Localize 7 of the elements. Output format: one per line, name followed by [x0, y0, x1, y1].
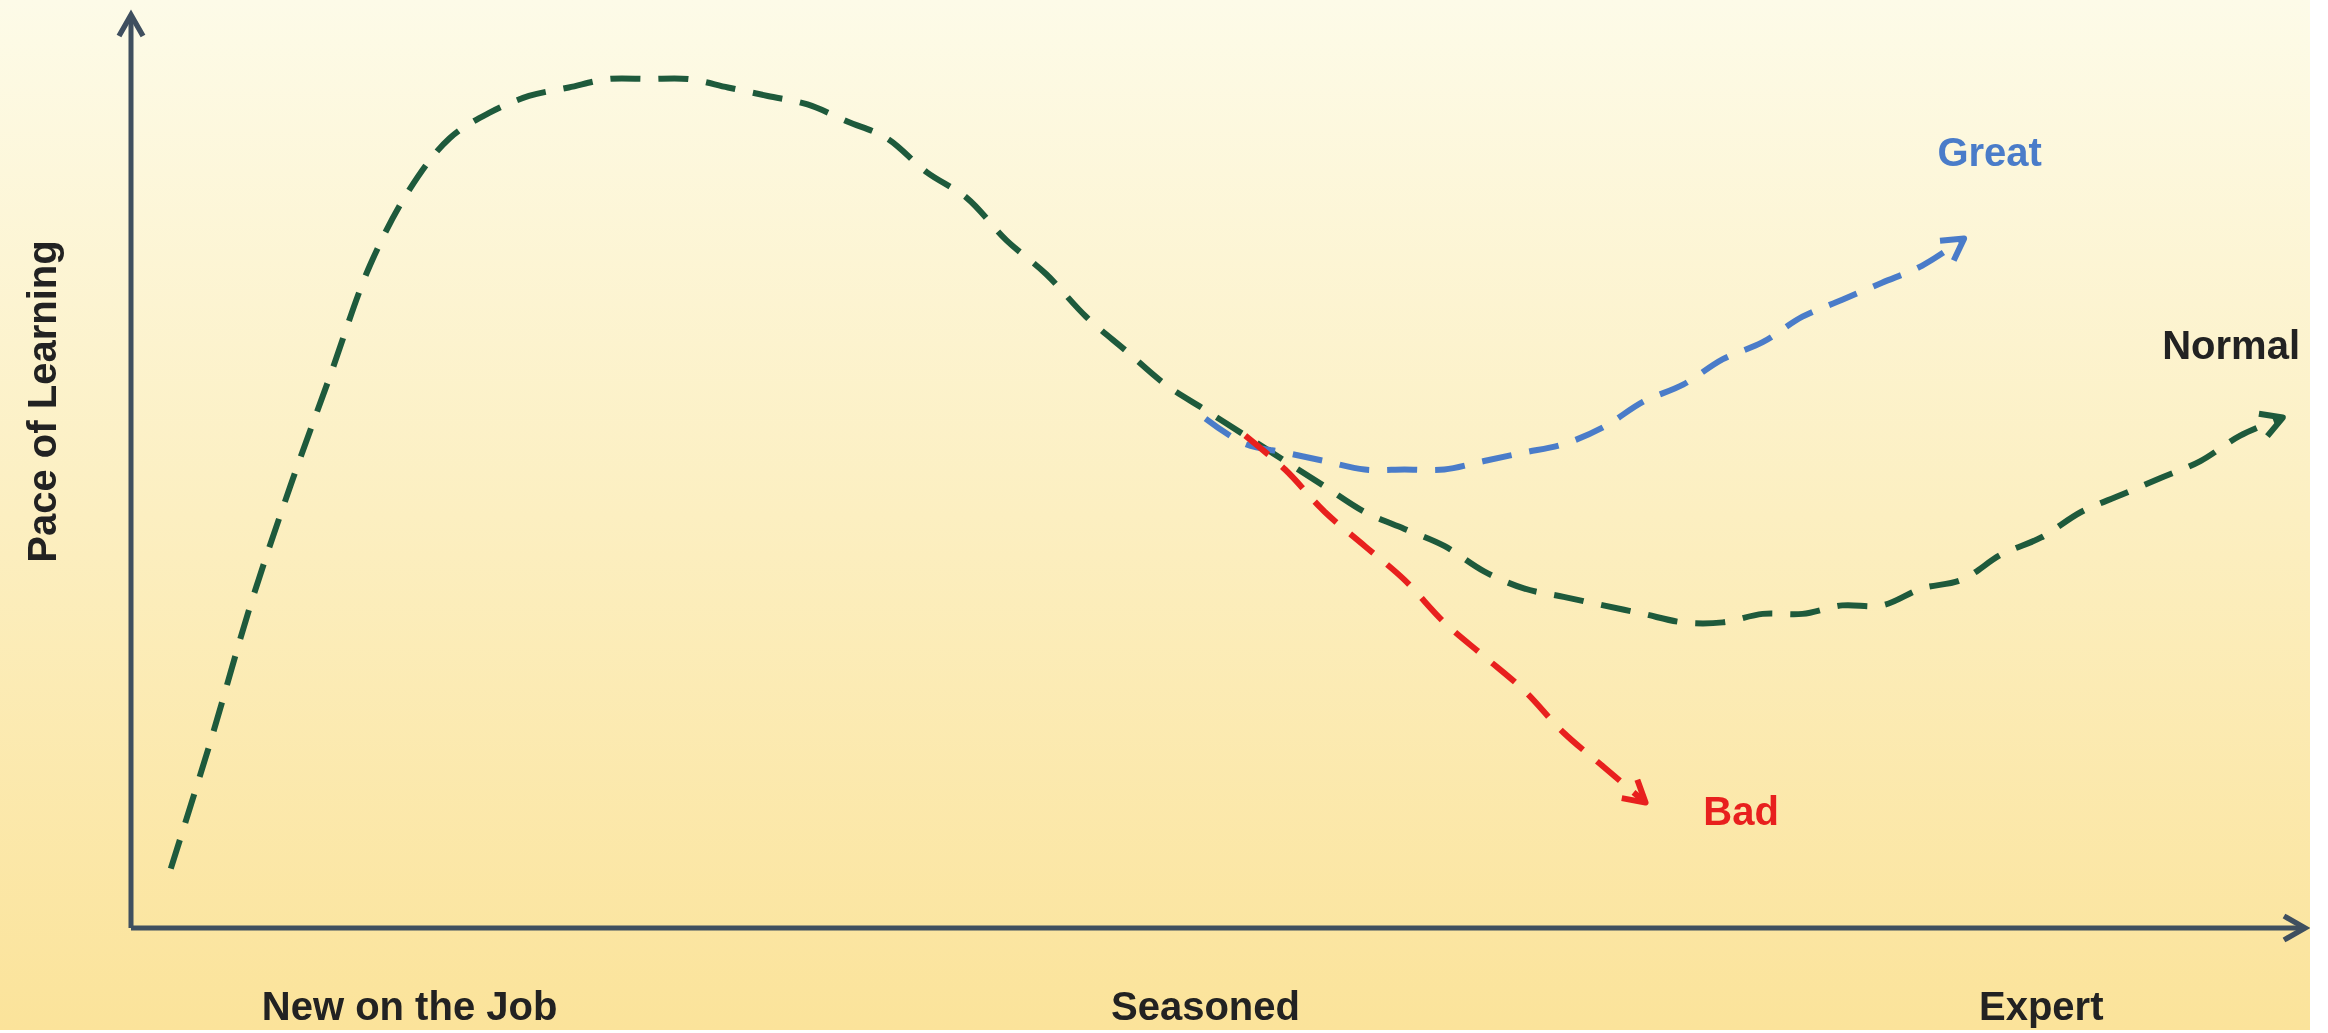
- x-tick-label: New on the Job: [261, 984, 558, 1028]
- series-label: Normal: [2162, 322, 2300, 367]
- series-label: Great: [1937, 130, 2042, 175]
- y-axis-title: Pace of Learning: [20, 240, 64, 563]
- x-tick-label: Seasoned: [1111, 984, 1300, 1028]
- series-label: Bad: [1703, 788, 1779, 833]
- x-tick-label: Expert: [1978, 984, 2104, 1028]
